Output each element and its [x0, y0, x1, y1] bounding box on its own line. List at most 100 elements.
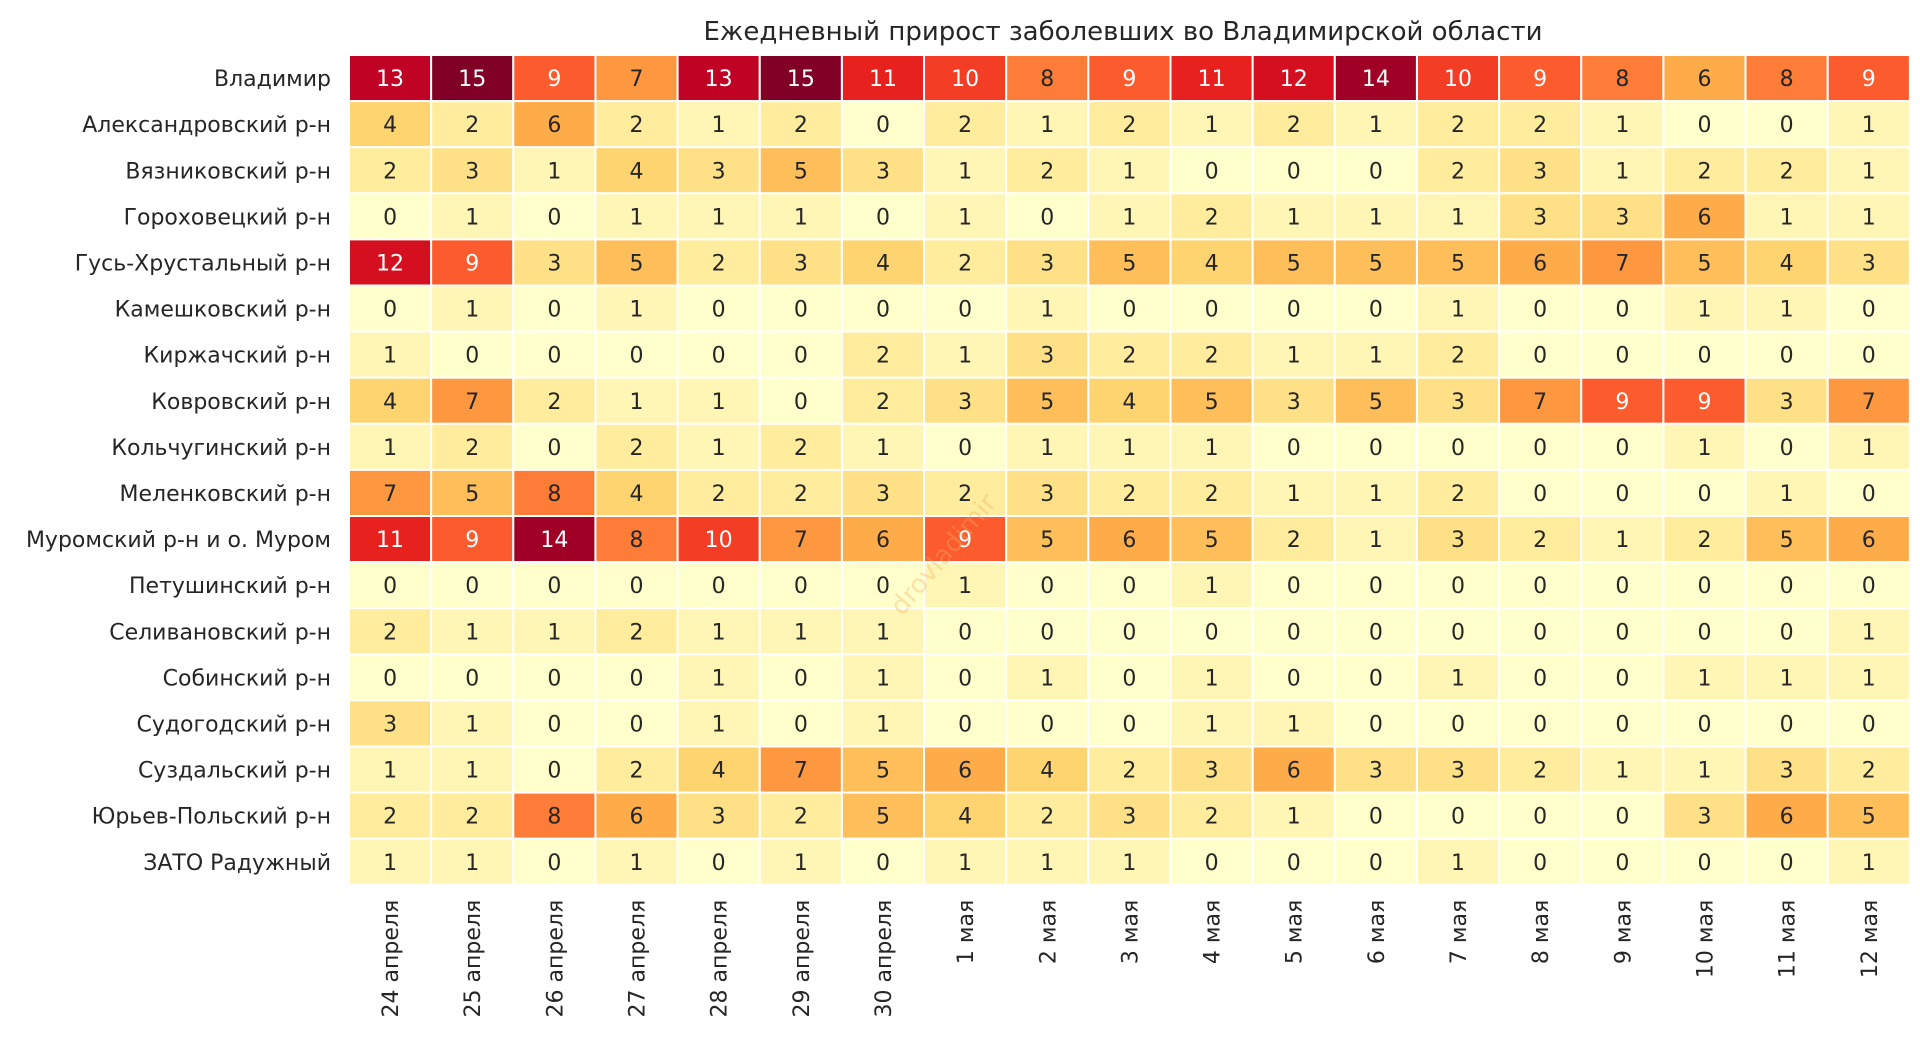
cell-value-label: 0	[876, 298, 890, 323]
cell-value-label: 1	[1287, 482, 1301, 507]
heatmap-cell	[676, 699, 761, 748]
heatmap-cell	[348, 330, 433, 379]
heatmap-cell	[923, 699, 1008, 748]
cell-value-label: 1	[712, 390, 726, 415]
cell-value-label: 3	[958, 390, 972, 415]
cell-value-label: 1	[1451, 851, 1465, 876]
column-label: 29 апреля	[790, 900, 815, 1018]
cell-value-label: 0	[630, 344, 644, 369]
cell-value-label: 2	[794, 113, 808, 138]
heatmap-cell	[1005, 284, 1090, 333]
heatmap-cell	[923, 837, 1008, 886]
cell-value-label: 2	[1862, 759, 1876, 784]
heatmap-cell	[840, 284, 926, 333]
heatmap-cell	[840, 192, 926, 241]
cell-value-label: 1	[383, 851, 397, 876]
cell-value-label: 1	[1287, 205, 1301, 230]
heatmap-cell	[758, 238, 843, 287]
cell-value-label: 1	[383, 436, 397, 461]
cell-value-label: 0	[547, 851, 561, 876]
heatmap-cell	[1087, 54, 1172, 103]
cell-value-label: 2	[1451, 113, 1465, 138]
cell-value-label: 1	[794, 620, 808, 645]
heatmap-cell	[840, 837, 926, 886]
heatmap-cell	[676, 468, 761, 517]
cell-value-label: 3	[547, 251, 561, 276]
cell-value-label: 1	[1287, 344, 1301, 369]
cell-value-label: 0	[1122, 712, 1136, 737]
cell-value-label: 0	[1697, 482, 1711, 507]
cell-value-label: 0	[794, 666, 808, 691]
heatmap-cell	[512, 561, 597, 610]
cell-value-label: 0	[794, 390, 808, 415]
cell-value-label: 3	[712, 805, 726, 830]
cell-value-label: 4	[630, 159, 644, 184]
heatmap-cell	[1087, 376, 1172, 425]
cell-value-label: 11	[869, 67, 897, 92]
cell-value-label: 1	[876, 620, 890, 645]
cell-value-label: 0	[1287, 159, 1301, 184]
cell-value-label: 1	[712, 620, 726, 645]
heatmap-cell	[430, 192, 515, 241]
cell-value-label: 0	[1780, 851, 1794, 876]
heatmap-cell	[348, 745, 433, 794]
cell-value-label: 0	[1615, 298, 1629, 323]
cell-value-label: 2	[1533, 759, 1547, 784]
cell-value-label: 3	[383, 712, 397, 737]
cell-value-label: 8	[630, 528, 644, 553]
cell-value-label: 9	[465, 528, 479, 553]
cell-value-label: 0	[1369, 436, 1383, 461]
cell-value-label: 2	[1205, 205, 1219, 230]
heatmap-cell	[1498, 238, 1583, 287]
cell-value-label: 0	[1205, 298, 1219, 323]
heatmap-cell	[348, 54, 433, 103]
cell-value-label: 7	[794, 528, 808, 553]
heatmap-cell	[1415, 837, 1501, 886]
row-label: Владимир	[214, 67, 331, 92]
heatmap-cell	[1005, 607, 1090, 656]
cell-value-label: 0	[1287, 620, 1301, 645]
heatmap-cell	[1169, 468, 1254, 517]
cell-value-label: 5	[1040, 390, 1054, 415]
heatmap-cell	[1498, 284, 1583, 333]
cell-value-label: 1	[465, 298, 479, 323]
cell-value-label: 0	[1040, 620, 1054, 645]
cell-value-label: 2	[1122, 759, 1136, 784]
cell-value-label: 4	[1122, 390, 1136, 415]
heatmap-cell	[1826, 515, 1911, 564]
heatmap-cell	[594, 515, 679, 564]
cell-value-label: 1	[1040, 298, 1054, 323]
cell-value-label: 0	[1862, 344, 1876, 369]
cell-value-label: 1	[1780, 205, 1794, 230]
cell-value-label: 5	[1862, 805, 1876, 830]
heatmap-cell	[1333, 837, 1418, 886]
cell-value-label: 5	[1205, 528, 1219, 553]
column-label: 25 апреля	[461, 900, 486, 1018]
column-label: 24 апреля	[379, 900, 404, 1018]
heatmap-cell	[1005, 791, 1090, 840]
cell-value-label: 0	[958, 666, 972, 691]
heatmap-cell	[840, 330, 926, 379]
column-label: 26 апреля	[543, 900, 568, 1018]
cell-value-label: 4	[876, 251, 890, 276]
cell-value-label: 10	[951, 67, 979, 92]
heatmap-cell	[1662, 100, 1747, 149]
heatmap-cell	[1251, 376, 1336, 425]
cell-value-label: 1	[876, 666, 890, 691]
heatmap-cell	[758, 653, 843, 702]
cell-value-label: 1	[876, 712, 890, 737]
cell-value-label: 4	[630, 482, 644, 507]
heatmap-cell	[923, 561, 1008, 610]
heatmap-cell	[1580, 376, 1665, 425]
cell-value-label: 0	[1369, 666, 1383, 691]
cell-value-label: 0	[1205, 620, 1219, 645]
cell-value-label: 2	[1122, 344, 1136, 369]
heatmap-cell	[594, 100, 679, 149]
cell-value-label: 0	[1862, 574, 1876, 599]
cell-value-label: 1	[1040, 851, 1054, 876]
heatmap-cell	[1333, 791, 1418, 840]
heatmap-cell	[1744, 192, 1829, 241]
cell-value-label: 0	[1780, 436, 1794, 461]
heatmap-cell	[512, 699, 597, 748]
cell-value-label: 4	[1205, 251, 1219, 276]
